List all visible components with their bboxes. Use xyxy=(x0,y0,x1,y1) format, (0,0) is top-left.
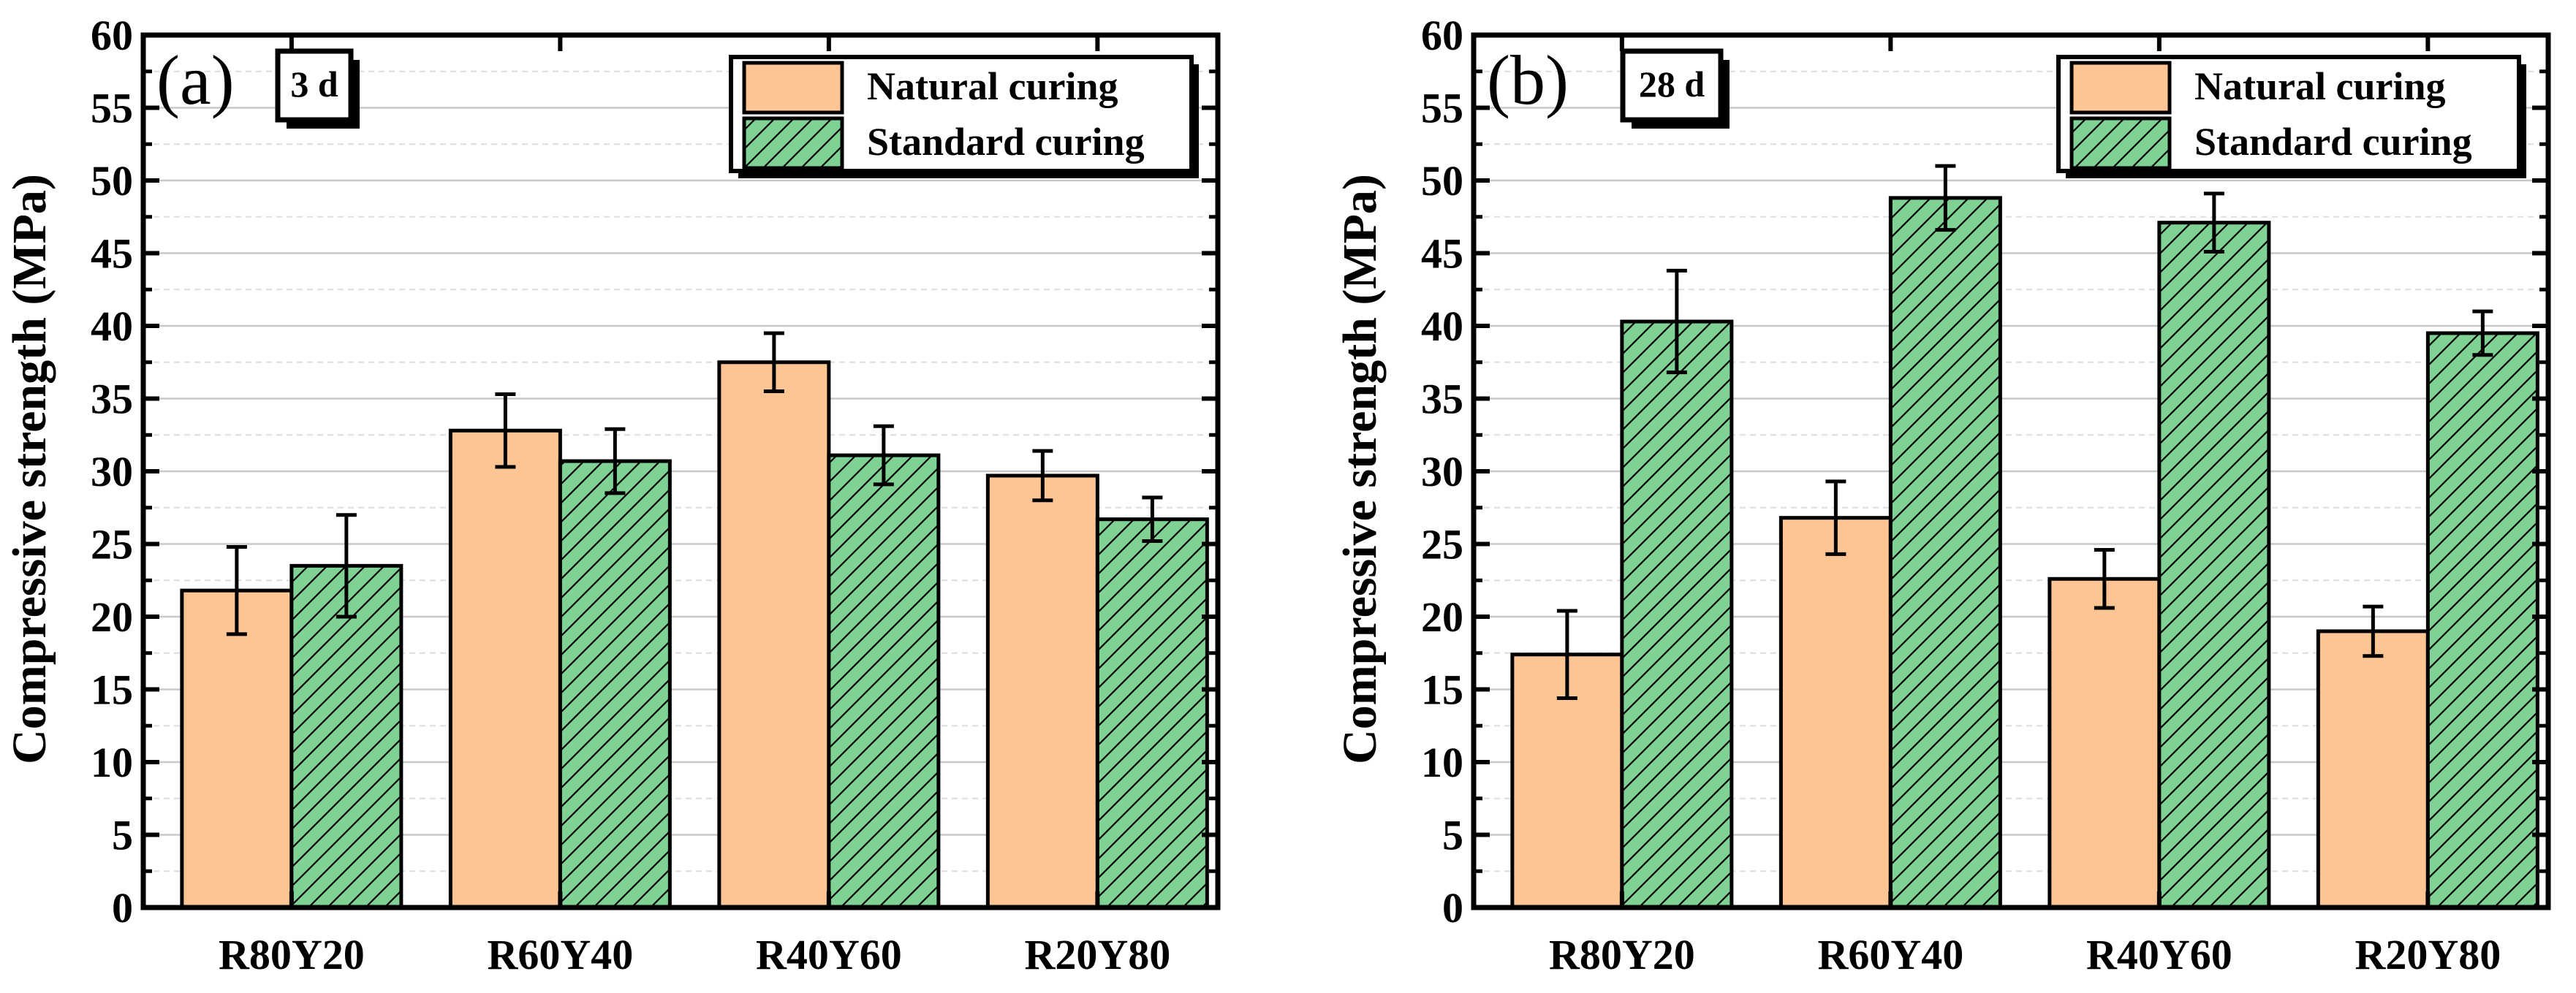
y-tick-labels: 0 5 10 15 20 25 30 35 40 45 50 55 60 xyxy=(91,12,133,932)
y-tick-label: 10 xyxy=(1421,739,1463,786)
age-label: 3 d xyxy=(290,64,338,104)
age-badge: 28 d xyxy=(1620,48,1730,129)
bar-natural-r40y60 xyxy=(2047,577,2162,910)
legend-label-natural: Natural curing xyxy=(867,64,1118,108)
y-tick-label: 5 xyxy=(1442,812,1463,859)
panel-a: 0 5 10 15 20 25 30 35 40 45 50 55 60 R80Y20 R60Y40 R40… xyxy=(3,12,1221,978)
y-tick-label: 55 xyxy=(91,85,133,132)
y-tick-label: 25 xyxy=(1421,521,1463,568)
legend: Natural curing Standard curing xyxy=(2056,55,2526,178)
y-tick-label: 60 xyxy=(91,12,133,59)
y-tick-label: 40 xyxy=(91,303,133,350)
x-tick-labels: R80Y20 R60Y40 R40Y60 R20Y80 xyxy=(1549,931,2501,978)
y-tick-label: 15 xyxy=(91,666,133,714)
error-bar xyxy=(873,424,894,487)
bars xyxy=(1510,196,2539,910)
y-tick-label: 5 xyxy=(112,812,133,859)
y-tick-label: 20 xyxy=(91,593,133,641)
x-tick-label: R80Y20 xyxy=(219,931,365,978)
x-tick-labels: R80Y20 R60Y40 R40Y60 R20Y80 xyxy=(219,931,1170,978)
bar-natural-r60y40 xyxy=(1778,516,1893,910)
bar-natural-r60y40 xyxy=(448,428,562,910)
legend-swatch-natural xyxy=(2069,61,2172,115)
y-tick-label: 15 xyxy=(1421,666,1463,714)
error-bar xyxy=(605,427,626,495)
error-bar xyxy=(2094,547,2115,610)
y-tick-labels: 0 5 10 15 20 25 30 35 40 45 50 55 60 xyxy=(1421,12,1463,932)
legend-label-natural: Natural curing xyxy=(2194,64,2446,108)
x-tick-label: R40Y60 xyxy=(2086,931,2232,978)
y-tick-label: 35 xyxy=(91,376,133,423)
error-bar xyxy=(495,392,516,469)
error-bars xyxy=(226,331,1163,636)
error-bar xyxy=(226,544,247,636)
bar-standard-r20y80 xyxy=(1095,517,1209,910)
error-bar xyxy=(1142,495,1163,544)
bar-standard-r80y20 xyxy=(289,563,404,910)
age-badge: 3 d xyxy=(275,48,360,129)
bar-natural-r20y80 xyxy=(985,473,1099,910)
age-label: 28 d xyxy=(1639,64,1705,104)
y-tick-label: 10 xyxy=(91,739,133,786)
error-bar xyxy=(1032,449,1053,503)
panel-b: 0 5 10 15 20 25 30 35 40 45 50 55 60 R80Y20 R60Y40 R40… xyxy=(1333,12,2551,978)
x-tick-label: R20Y80 xyxy=(2355,931,2501,978)
error-bar xyxy=(1935,164,1956,232)
plot-frame xyxy=(1471,32,2551,910)
panel-label: (b) xyxy=(1487,41,1569,119)
error-bar xyxy=(1556,609,1577,700)
x-tick-label: R40Y60 xyxy=(756,931,902,978)
bar-standard-r40y60 xyxy=(2157,221,2271,910)
y-tick-label: 30 xyxy=(1421,448,1463,495)
bar-standard-r80y20 xyxy=(1620,319,1734,910)
y-tick-label: 50 xyxy=(1421,157,1463,205)
y-tick-label: 60 xyxy=(1421,12,1463,59)
y-tick-label: 45 xyxy=(1421,230,1463,278)
bars xyxy=(180,360,1209,910)
x-tick-label: R60Y40 xyxy=(1817,931,1963,978)
bar-standard-r60y40 xyxy=(558,459,672,910)
error-bar xyxy=(763,331,784,394)
legend-swatch-standard xyxy=(742,116,844,170)
error-bar xyxy=(2363,604,2384,658)
legend: Natural curing Standard curing xyxy=(729,55,1199,178)
legend-label-standard: Standard curing xyxy=(2194,120,2472,164)
x-tick-label: R80Y20 xyxy=(1549,931,1695,978)
y-tick-label: 55 xyxy=(1421,85,1463,132)
bar-standard-r40y60 xyxy=(827,453,941,910)
y-tick-label: 0 xyxy=(1442,884,1463,932)
x-tick-label: R60Y40 xyxy=(487,931,633,978)
bar-natural-r20y80 xyxy=(2316,629,2430,910)
legend-label-standard: Standard curing xyxy=(867,120,1145,164)
bar-natural-r40y60 xyxy=(717,360,831,910)
error-bar xyxy=(2472,309,2493,357)
error-bar xyxy=(1825,479,1846,556)
y-tick-label: 20 xyxy=(1421,593,1463,641)
y-tick-label: 40 xyxy=(1421,303,1463,350)
y-tick-label: 45 xyxy=(91,230,133,278)
y-tick-label: 0 xyxy=(112,884,133,932)
y-tick-label: 35 xyxy=(1421,376,1463,423)
error-bar xyxy=(1666,268,1687,375)
y-tick-label: 25 xyxy=(91,521,133,568)
bar-natural-r80y20 xyxy=(180,588,294,910)
error-bar xyxy=(336,513,357,619)
y-axis-label: Compressive strength (MPa) xyxy=(3,174,56,764)
legend-swatch-natural xyxy=(742,61,844,115)
bar-standard-r60y40 xyxy=(1888,196,2002,910)
panel-label: (a) xyxy=(156,41,235,119)
bar-standard-r20y80 xyxy=(2425,331,2539,910)
y-axis-label: Compressive strength (MPa) xyxy=(1333,174,1387,764)
legend-swatch-standard xyxy=(2069,116,2172,170)
y-tick-label: 50 xyxy=(91,157,133,205)
plot-frame xyxy=(140,32,1221,910)
axis-ticks xyxy=(143,33,1218,910)
error-bar xyxy=(2203,191,2224,254)
y-tick-label: 30 xyxy=(91,448,133,495)
error-bars xyxy=(1556,164,2493,700)
x-tick-label: R20Y80 xyxy=(1024,931,1170,978)
